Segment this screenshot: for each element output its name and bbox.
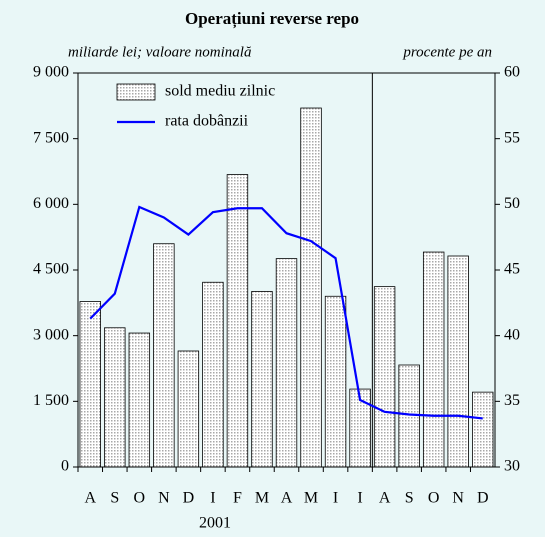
- y2-tick-label: 55: [504, 129, 520, 146]
- y-axis-label: miliarde lei; valoare nominală: [68, 44, 251, 60]
- y2-axis-label: procente pe an: [402, 44, 492, 60]
- x-tick-label: I: [210, 490, 215, 507]
- x-tick-label: A: [379, 490, 391, 507]
- x-tick-label: S: [405, 490, 414, 507]
- bar: [472, 391, 494, 468]
- x-tick-label: M: [255, 490, 269, 507]
- x-tick-label: M: [304, 490, 318, 507]
- x-tick-label: N: [158, 490, 170, 507]
- y2-tick-label: 40: [504, 326, 520, 343]
- y-tick-label: 3 000: [33, 326, 69, 343]
- y2-tick-label: 60: [504, 64, 520, 81]
- y-tick-label: 0: [61, 458, 69, 475]
- legend-label: rata dobânzii: [165, 113, 249, 130]
- x-tick-label: N: [452, 490, 464, 507]
- y-tick-label: 6 000: [33, 195, 69, 212]
- bar: [324, 295, 347, 468]
- x-tick-label: A: [281, 490, 293, 507]
- x-tick-label: F: [233, 490, 242, 507]
- bar: [79, 301, 101, 468]
- y-tick-label: 4 500: [33, 261, 69, 278]
- bar: [177, 350, 200, 468]
- y2-tick-label: 50: [504, 195, 520, 212]
- bar: [447, 255, 469, 468]
- y-tick-label: 7 500: [33, 129, 69, 146]
- bar: [226, 174, 249, 468]
- chart-title: Operațiuni reverse repo: [185, 9, 359, 29]
- x-tick-label: D: [477, 490, 489, 507]
- x-tick-label: A: [84, 490, 96, 507]
- bar: [422, 251, 445, 468]
- legend-label: sold mediu zilnic: [165, 83, 275, 100]
- bar: [275, 258, 298, 468]
- y-tick-label: 9 000: [33, 64, 69, 81]
- bar: [251, 291, 273, 468]
- y2-tick-label: 35: [504, 392, 520, 409]
- x-tick-label: I: [333, 490, 338, 507]
- bar: [398, 364, 420, 468]
- bar: [104, 327, 126, 468]
- x-tick-label: I: [357, 490, 362, 507]
- x-tick-label: O: [134, 490, 146, 507]
- line-series: [89, 205, 483, 420]
- bar: [300, 107, 322, 468]
- x-tick-label: O: [428, 490, 440, 507]
- bar: [202, 281, 224, 468]
- bar: [373, 286, 396, 468]
- y2-tick-label: 30: [504, 458, 520, 475]
- y2-tick-label: 45: [504, 261, 520, 278]
- bar: [128, 332, 151, 468]
- x-tick-label: S: [110, 490, 119, 507]
- x-tick-label: D: [183, 490, 195, 507]
- legend-swatch: [116, 83, 156, 101]
- x-group-label: 2001: [199, 515, 231, 532]
- y-tick-label: 1 500: [33, 392, 69, 409]
- bar: [153, 243, 175, 468]
